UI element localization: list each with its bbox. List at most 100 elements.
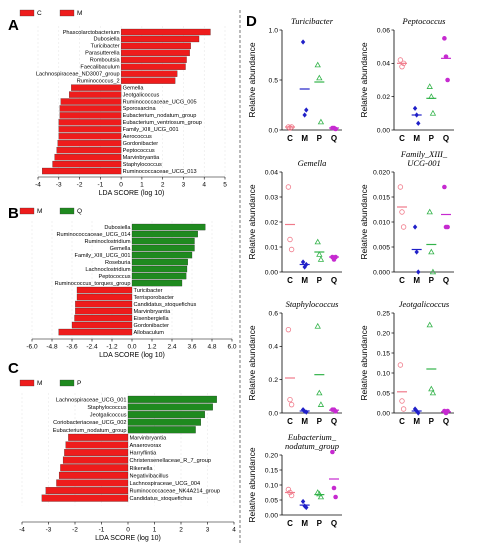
x-tick-label: 2 — [161, 182, 165, 189]
data-point — [442, 184, 447, 190]
y-tick-label: 0.005 — [373, 244, 390, 251]
x-axis-title: LDA SCORE (log 10) — [95, 535, 161, 542]
bar — [74, 314, 133, 322]
data-point — [304, 261, 309, 268]
data-point — [412, 224, 418, 230]
y-tick-label: 0.020 — [373, 169, 390, 176]
bar-label: Romboutsia — [90, 58, 121, 64]
group-label: M — [301, 134, 308, 143]
x-tick-label: 2 — [179, 527, 183, 534]
y-tick-label: 0.00 — [265, 512, 278, 519]
data-point — [316, 389, 323, 396]
group-label: P — [317, 134, 323, 143]
group-label: P — [317, 276, 323, 285]
lda-bar-charts: C MPhascolarctobacteriumDubosiellaTuricib… — [19, 9, 237, 542]
data-point — [317, 118, 325, 125]
x-tick-label: -6.0 — [26, 344, 38, 351]
bar-label: Parasutterella — [85, 51, 120, 57]
bar — [127, 418, 201, 426]
bar-label: Phascolarctobacterium — [63, 30, 120, 36]
group-label: P — [429, 276, 435, 285]
data-point — [317, 493, 325, 500]
data-point — [288, 492, 295, 499]
y-tick-label: 0.20 — [377, 330, 390, 337]
data-point — [300, 259, 306, 265]
group-label: P — [429, 134, 435, 143]
bar-label: Anaerovorax — [130, 443, 162, 449]
data-point — [316, 251, 323, 257]
y-axis-label: Relative abundance — [247, 42, 257, 117]
data-point — [445, 224, 450, 230]
bar — [69, 91, 122, 98]
group-label: P — [429, 417, 435, 426]
data-point — [304, 409, 309, 415]
data-point — [304, 504, 309, 511]
x-tick-label: -4 — [19, 527, 25, 534]
group-label: M — [301, 417, 308, 426]
group-label: Q — [443, 417, 449, 426]
subplot-title: Staphylococcus — [286, 299, 340, 309]
data-point — [317, 256, 325, 262]
y-tick-label: 0.03 — [265, 194, 278, 201]
group-label: Q — [443, 134, 449, 143]
bar-label: Eubacterium_nodatum_group — [53, 428, 127, 434]
bar-label: Dubosiella — [104, 225, 131, 231]
legend-swatch-c — [19, 9, 35, 17]
bar-label: Terrisporobacter — [134, 295, 175, 301]
data-point — [443, 54, 449, 59]
x-axis-title: LDA SCORE (log 10) — [99, 352, 165, 359]
data-point — [399, 209, 405, 215]
data-point — [285, 326, 292, 333]
x-tick-label: -3 — [46, 527, 52, 534]
data-point — [288, 124, 295, 130]
bar — [131, 230, 198, 238]
y-tick-label: 0.00 — [265, 269, 278, 276]
data-point — [429, 268, 437, 275]
strip-subplot: Staphylococcus 0.0 0.2 0.4 0.6 Relative abund… — [247, 299, 342, 426]
bar — [45, 487, 129, 495]
data-point — [399, 63, 405, 70]
y-axis-label: Relative abundance — [359, 325, 369, 400]
group-label: M — [413, 134, 420, 143]
bar-label: Dubosiella — [93, 37, 120, 43]
bar-label: Aerococcus — [123, 134, 152, 140]
group-label: C — [287, 276, 293, 285]
y-tick-label: 0.04 — [265, 169, 278, 176]
bar — [131, 223, 206, 231]
data-point — [426, 83, 433, 89]
subplot-title: Eubacterium_ — [287, 432, 337, 442]
bar-label: Lachnospiraceae_ND3007_group — [36, 71, 120, 77]
y-tick-label: 0.02 — [265, 219, 278, 226]
x-tick-label: -2.4 — [86, 344, 98, 351]
x-tick-label: -2 — [77, 182, 83, 189]
group-label: Q — [331, 276, 337, 285]
bar-label: Gordonibacter — [134, 323, 170, 329]
data-point — [300, 39, 306, 45]
bar — [127, 403, 213, 411]
x-tick-label: 1 — [140, 182, 144, 189]
bar — [127, 395, 217, 403]
bar — [76, 286, 133, 294]
y-tick-label: 0.05 — [377, 390, 390, 397]
y-tick-label: 0.00 — [377, 127, 390, 134]
group-label: M — [301, 519, 308, 528]
group-label: Q — [331, 417, 337, 426]
x-tick-label: 0 — [119, 182, 123, 189]
group-label: P — [317, 417, 323, 426]
group-label: M — [413, 417, 420, 426]
data-point — [316, 490, 323, 497]
data-point — [397, 184, 404, 190]
data-point — [300, 498, 306, 505]
data-point — [428, 385, 435, 392]
bar-label: Peptococcus — [123, 148, 155, 154]
data-point — [416, 410, 421, 416]
bar — [131, 258, 188, 266]
subplot-title: Turicibacter — [291, 16, 334, 26]
y-tick-label: 0.06 — [377, 27, 390, 34]
y-tick-label: 0.015 — [373, 194, 390, 201]
strip-subplot: Family_XIII_UCG-001 0.000 0.005 0.010 0.015 0… — [359, 149, 454, 285]
x-axis-title: LDA SCORE (log 10) — [99, 190, 165, 197]
panel-label-b: B — [8, 205, 19, 222]
bar-label: Peptococcus — [98, 274, 130, 280]
x-tick-label: -1 — [99, 527, 105, 534]
